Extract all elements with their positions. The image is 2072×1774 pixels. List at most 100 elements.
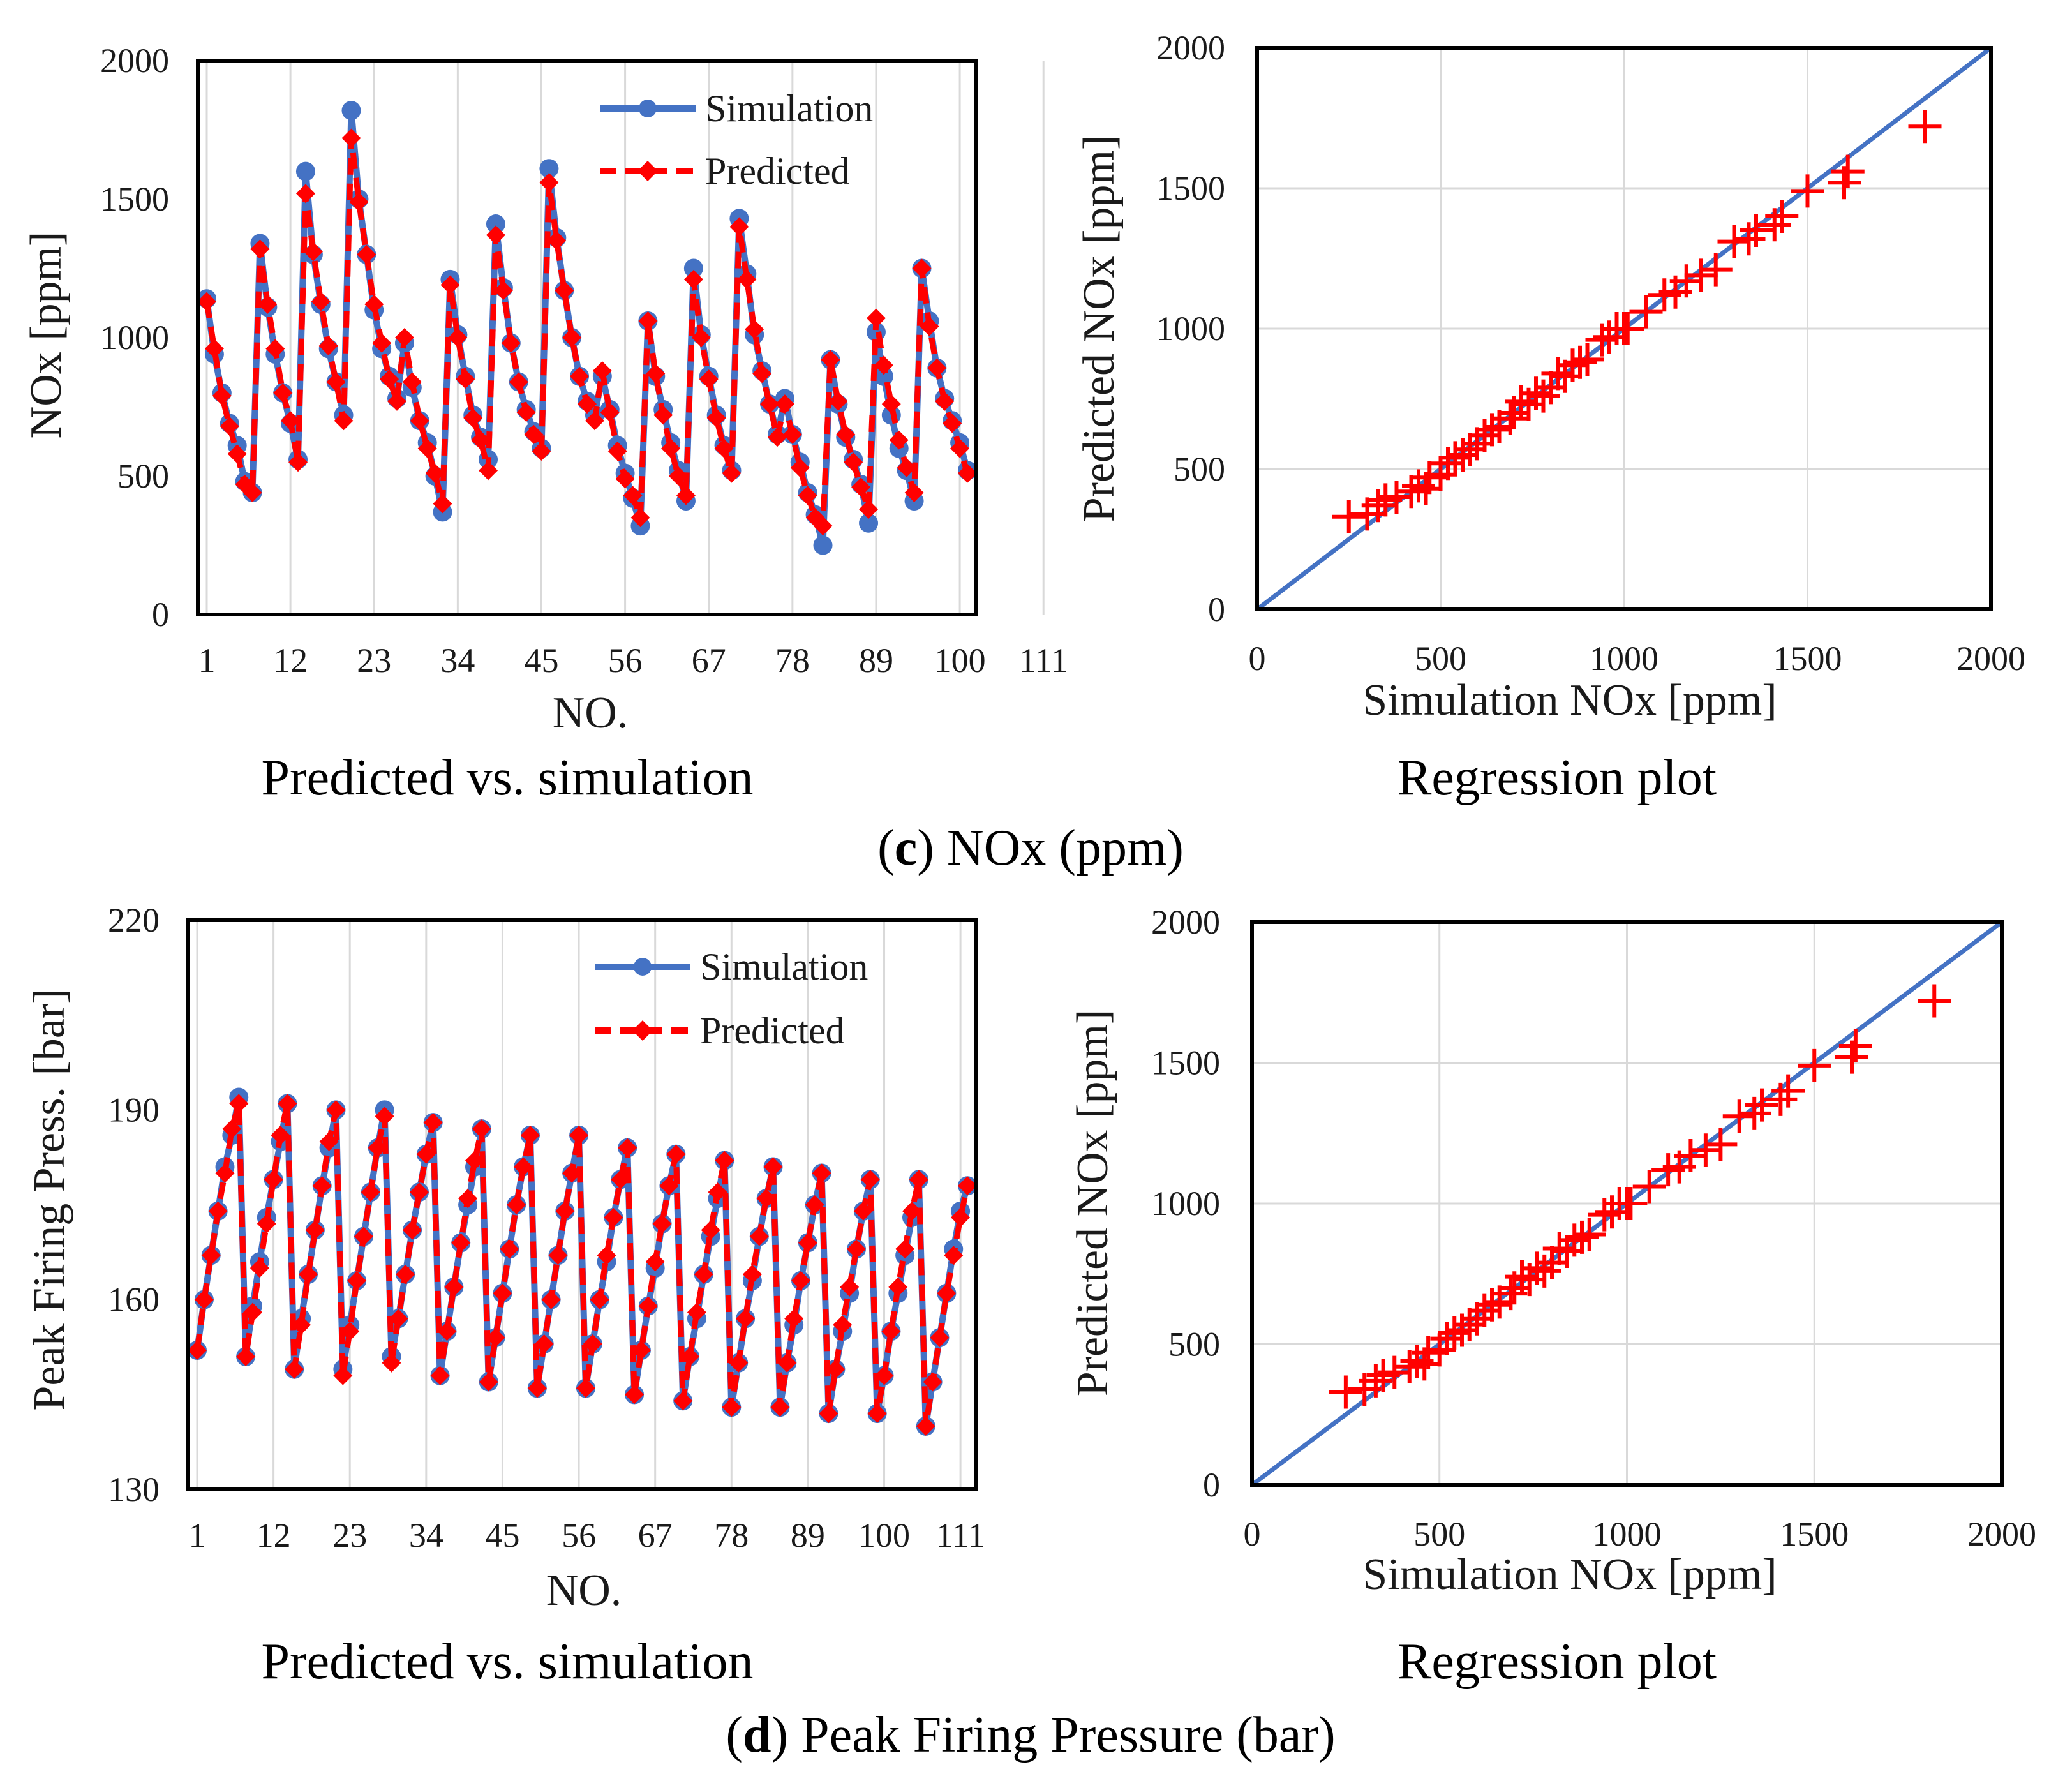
predicted-point (264, 1170, 283, 1189)
predicted-point (578, 394, 597, 414)
regression-point (1717, 225, 1751, 258)
x-tick-label: 1000 (1593, 1515, 1662, 1553)
x-tick-label: 12 (257, 1516, 291, 1554)
predicted-point (281, 411, 301, 431)
regression-point (1430, 1322, 1464, 1355)
regression-point (1461, 427, 1494, 461)
predicted-point (729, 1353, 749, 1373)
x-tick-label: 12 (273, 641, 308, 680)
pfp-line-subtitle: Predicted vs. simulation (261, 1634, 753, 1690)
caption-d-open: ( (726, 1707, 743, 1763)
predicted-point (583, 1334, 602, 1354)
regression-point (1361, 489, 1395, 523)
nox-regression-subtitle: Regression plot (1397, 750, 1717, 806)
regression-point (1359, 1364, 1392, 1398)
predicted-point (607, 441, 627, 461)
predicted-point (354, 1226, 373, 1246)
predicted-point (417, 438, 437, 458)
predicted-point (874, 1366, 894, 1385)
regression-point (1570, 343, 1604, 376)
predicted-point (653, 405, 673, 425)
y-tick-label: 0 (1203, 1466, 1220, 1504)
predicted-point (387, 391, 406, 411)
predicted-point (288, 452, 308, 472)
predicted-point (541, 1290, 561, 1309)
predicted-point (798, 1233, 817, 1253)
predicted-point (661, 438, 681, 458)
x-tick-label: 78 (714, 1516, 749, 1554)
regression-point (1475, 1288, 1509, 1322)
predicted-point (514, 1157, 533, 1177)
predicted-point (340, 1322, 360, 1341)
predicted-point (749, 1226, 769, 1246)
regression-point (1684, 258, 1718, 292)
predicted-point (516, 403, 536, 422)
predicted-point (357, 244, 376, 264)
regression-point (1392, 1350, 1426, 1383)
predicted-point (646, 364, 666, 384)
predicted-point (951, 1207, 971, 1227)
predicted-point (312, 1176, 332, 1196)
x-tick-label: 2000 (1956, 639, 2025, 678)
regression-point (1632, 1170, 1666, 1204)
caption-d-close: ) (771, 1707, 788, 1763)
x-tick-label: 100 (934, 641, 986, 680)
y-tick-label: 1500 (1156, 169, 1225, 207)
regression-point (1453, 433, 1487, 466)
predicted-point (916, 1416, 935, 1436)
simulation-point (683, 258, 703, 278)
regression-point (1380, 481, 1413, 514)
predicted-point (777, 1353, 797, 1373)
caption-c-letter: c (895, 820, 918, 876)
nox-regression-chart: 0 500 1000 1500 2000 0 500 1000 1500 2000 Predict… (1075, 29, 2025, 806)
predicted-point (271, 1125, 290, 1145)
predicted-point (298, 1265, 318, 1285)
x-tick-label: 67 (692, 641, 726, 680)
predicted-point (273, 383, 293, 403)
predicted-point (851, 477, 871, 497)
predicted-point (701, 1220, 720, 1240)
predicted-point (334, 411, 354, 431)
x-tick-label: 1000 (1590, 639, 1658, 678)
predicted-point (389, 1309, 408, 1329)
predicted-point (486, 225, 505, 245)
simulation-point (341, 101, 361, 121)
predicted-point (904, 483, 924, 503)
predicted-point (311, 292, 331, 311)
predicted-point (220, 416, 239, 436)
regression-point (1452, 1308, 1486, 1341)
regression-point (1674, 1139, 1708, 1173)
x-tick-label: 1 (198, 641, 216, 680)
x-tick-label: 23 (357, 641, 391, 680)
regression-point (1520, 1251, 1554, 1285)
predicted-point (444, 1277, 464, 1297)
predicted-point (600, 403, 620, 422)
predicted-point (937, 1283, 957, 1303)
predicted-point (437, 1322, 457, 1341)
regression-point (1791, 174, 1824, 208)
predicted-point (242, 1302, 262, 1322)
nox-line-y-axis-title: NOx [ppm] (22, 232, 71, 439)
predicted-point (881, 394, 901, 414)
caption-d-letter: d (743, 1707, 771, 1763)
regression-point (1699, 253, 1733, 287)
predicted-point (305, 1220, 325, 1240)
y-tick-label: 1500 (100, 180, 169, 218)
regression-point (1563, 345, 1597, 379)
predicted-point (532, 441, 551, 461)
predicted-point (410, 411, 429, 431)
predicted-point (897, 458, 916, 477)
predicted-point (257, 1214, 276, 1234)
predicted-point (500, 1239, 519, 1259)
predicted-point (756, 1189, 776, 1209)
nox-line-series (197, 101, 977, 555)
legend-simulation-label: Simulation (700, 946, 868, 988)
predicted-point (760, 394, 780, 414)
predicted-point (347, 1271, 367, 1290)
regression-point (1556, 348, 1590, 382)
y-tick-label: 2000 (1156, 29, 1225, 67)
predicted-point (819, 1404, 838, 1424)
predicted-point (509, 372, 528, 392)
predicted-point (708, 1182, 727, 1202)
pfp-regression-series (1250, 920, 2004, 1487)
